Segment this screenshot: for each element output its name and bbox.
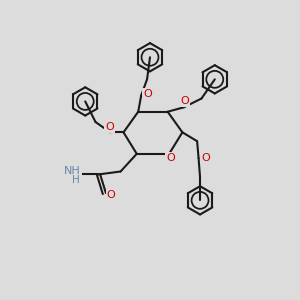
Text: H: H bbox=[72, 175, 80, 185]
Text: NH: NH bbox=[64, 166, 81, 176]
Text: O: O bbox=[106, 190, 115, 200]
Text: O: O bbox=[105, 122, 114, 132]
Text: O: O bbox=[181, 96, 189, 106]
Text: O: O bbox=[143, 89, 152, 99]
Text: O: O bbox=[202, 153, 210, 163]
Text: O: O bbox=[166, 153, 175, 163]
